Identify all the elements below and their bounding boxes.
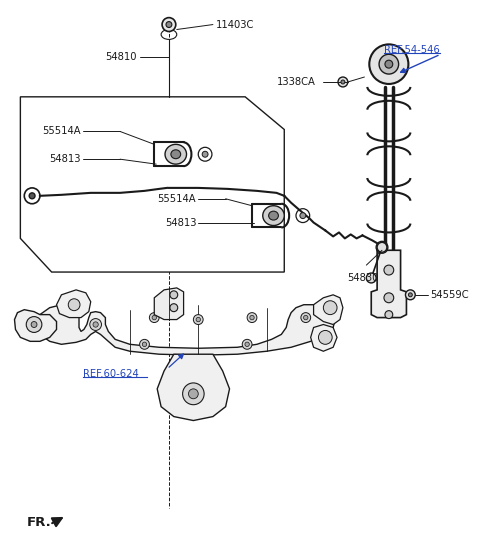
Circle shape <box>166 22 172 28</box>
Polygon shape <box>57 290 91 317</box>
Circle shape <box>170 304 178 312</box>
Circle shape <box>242 340 252 349</box>
Circle shape <box>142 342 147 347</box>
Ellipse shape <box>300 213 306 218</box>
Circle shape <box>31 321 37 327</box>
Polygon shape <box>371 251 407 317</box>
Ellipse shape <box>202 152 208 157</box>
Circle shape <box>247 312 257 322</box>
Text: 54830: 54830 <box>347 273 378 283</box>
Text: 55514A: 55514A <box>157 194 196 204</box>
Text: 55514A: 55514A <box>42 127 81 137</box>
Polygon shape <box>14 310 57 341</box>
Circle shape <box>193 315 203 325</box>
Circle shape <box>324 301 337 315</box>
Circle shape <box>408 293 412 297</box>
Circle shape <box>318 331 332 345</box>
Circle shape <box>384 265 394 275</box>
Text: REF.54-546: REF.54-546 <box>384 45 440 55</box>
Text: 54810: 54810 <box>105 52 137 62</box>
Circle shape <box>301 312 311 322</box>
Polygon shape <box>154 288 183 320</box>
Circle shape <box>384 293 394 302</box>
Circle shape <box>90 319 101 331</box>
Ellipse shape <box>165 144 187 164</box>
Circle shape <box>245 342 249 347</box>
Circle shape <box>303 315 308 320</box>
Polygon shape <box>157 354 229 420</box>
Circle shape <box>366 273 376 283</box>
Text: 54559C: 54559C <box>430 290 468 300</box>
Polygon shape <box>37 305 335 355</box>
Polygon shape <box>20 97 284 272</box>
Text: 54813: 54813 <box>49 154 81 164</box>
Circle shape <box>149 312 159 322</box>
Circle shape <box>406 290 415 300</box>
Text: 1338CA: 1338CA <box>276 77 315 87</box>
Ellipse shape <box>263 206 284 226</box>
Polygon shape <box>311 325 337 351</box>
Circle shape <box>93 322 98 327</box>
Circle shape <box>196 317 201 322</box>
Text: REF.60-624: REF.60-624 <box>83 369 139 379</box>
Circle shape <box>385 60 393 68</box>
Circle shape <box>68 299 80 311</box>
Circle shape <box>250 315 254 320</box>
Ellipse shape <box>269 211 278 220</box>
Circle shape <box>29 193 35 199</box>
Circle shape <box>369 44 408 84</box>
Circle shape <box>385 311 393 319</box>
Ellipse shape <box>171 150 180 159</box>
Circle shape <box>170 291 178 299</box>
Circle shape <box>26 317 42 332</box>
Circle shape <box>341 80 345 84</box>
Circle shape <box>182 383 204 405</box>
Circle shape <box>152 315 156 320</box>
Circle shape <box>379 54 398 74</box>
Circle shape <box>377 242 387 252</box>
Text: 54813: 54813 <box>165 217 196 227</box>
Text: 11403C: 11403C <box>216 19 254 29</box>
Circle shape <box>338 77 348 87</box>
Circle shape <box>189 389 198 399</box>
Circle shape <box>162 18 176 32</box>
Polygon shape <box>313 295 343 325</box>
Circle shape <box>140 340 149 349</box>
Text: FR.: FR. <box>27 516 52 529</box>
